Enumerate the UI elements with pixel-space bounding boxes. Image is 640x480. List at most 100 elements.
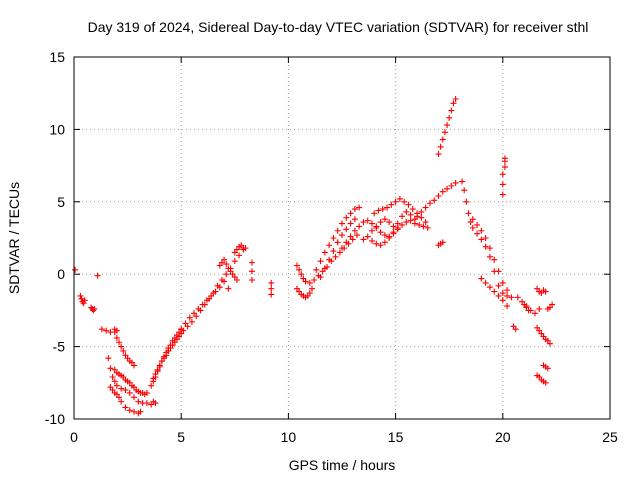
data-point xyxy=(439,136,446,143)
series-s28 xyxy=(459,178,515,301)
data-point xyxy=(113,382,120,389)
data-point xyxy=(351,206,358,213)
data-point xyxy=(544,365,551,372)
data-point xyxy=(118,398,125,405)
data-point xyxy=(221,256,228,263)
data-point xyxy=(542,379,549,386)
data-point xyxy=(343,214,350,221)
data-point xyxy=(233,276,240,283)
data-point xyxy=(437,143,444,150)
data-point xyxy=(495,268,502,275)
data-point xyxy=(469,216,476,223)
data-point xyxy=(512,326,519,333)
data-point xyxy=(384,204,391,211)
data-point xyxy=(399,213,406,220)
x-tick-label: 10 xyxy=(281,429,297,445)
data-point xyxy=(418,214,425,221)
series-s11 xyxy=(150,245,249,382)
data-point xyxy=(369,237,376,244)
data-point xyxy=(131,362,138,369)
data-point xyxy=(504,292,511,299)
data-point xyxy=(525,307,532,314)
data-point xyxy=(126,407,133,414)
data-point xyxy=(403,219,410,226)
data-point xyxy=(444,122,451,129)
data-point xyxy=(377,229,384,236)
data-point xyxy=(332,253,339,260)
series-s07 xyxy=(107,384,144,417)
y-tick-label: -5 xyxy=(53,339,66,355)
data-point xyxy=(313,266,320,273)
series-s21 xyxy=(339,217,431,252)
data-point xyxy=(461,187,468,194)
series-s38 xyxy=(540,362,551,372)
data-point xyxy=(248,276,255,283)
data-point xyxy=(392,198,399,205)
data-point xyxy=(199,301,206,308)
data-point xyxy=(339,232,345,239)
data-point xyxy=(321,249,328,256)
data-point xyxy=(439,239,446,246)
data-point xyxy=(409,206,416,213)
data-point xyxy=(508,294,515,301)
series-s36 xyxy=(534,324,553,347)
y-axis-label: SDTVAR / TECUs xyxy=(6,182,22,294)
data-point xyxy=(268,279,275,286)
data-point xyxy=(369,220,376,227)
series-s18 xyxy=(293,285,315,301)
data-point xyxy=(223,261,230,268)
y-tick-label: 10 xyxy=(49,121,65,137)
data-point xyxy=(381,232,388,239)
data-point xyxy=(474,230,481,237)
data-point xyxy=(360,219,367,226)
series-s20 xyxy=(317,216,358,281)
data-point xyxy=(364,217,371,224)
data-point xyxy=(405,201,412,208)
series-s34 xyxy=(521,301,532,314)
data-point xyxy=(182,320,189,327)
data-point xyxy=(178,326,185,333)
data-point xyxy=(163,352,170,359)
data-point xyxy=(137,408,144,415)
data-point xyxy=(435,193,442,200)
data-point xyxy=(116,394,123,401)
data-point xyxy=(448,182,455,189)
data-point xyxy=(126,389,133,396)
data-point xyxy=(482,235,489,241)
data-point xyxy=(514,294,521,301)
data-point xyxy=(240,245,247,252)
data-point xyxy=(377,242,384,249)
data-point xyxy=(221,278,228,285)
data-point xyxy=(369,227,376,234)
data-point xyxy=(431,197,438,204)
series-s15 xyxy=(248,259,255,283)
data-point xyxy=(377,219,384,226)
data-point xyxy=(531,310,538,317)
data-point xyxy=(308,285,315,292)
data-point xyxy=(80,300,87,307)
x-axis-label: GPS time / hours xyxy=(289,457,396,473)
data-point xyxy=(486,284,493,291)
data-point xyxy=(452,179,459,186)
data-point xyxy=(441,129,448,136)
data-point xyxy=(469,224,476,231)
data-point xyxy=(401,198,408,205)
series-s14 xyxy=(231,242,247,256)
grid-lines xyxy=(74,57,610,419)
data-point xyxy=(78,295,85,302)
data-point xyxy=(491,288,498,295)
x-tick-label: 5 xyxy=(177,429,185,445)
data-point xyxy=(188,318,195,325)
series-s35 xyxy=(534,285,549,297)
data-point xyxy=(495,282,502,289)
data-point xyxy=(396,195,403,202)
data-point xyxy=(474,221,481,228)
series-s30 xyxy=(478,275,511,310)
data-point xyxy=(388,201,395,208)
data-point xyxy=(499,181,506,188)
data-point xyxy=(116,339,123,346)
data-point xyxy=(501,164,508,171)
data-point xyxy=(459,178,466,185)
data-point xyxy=(347,220,354,227)
data-point xyxy=(248,268,255,275)
